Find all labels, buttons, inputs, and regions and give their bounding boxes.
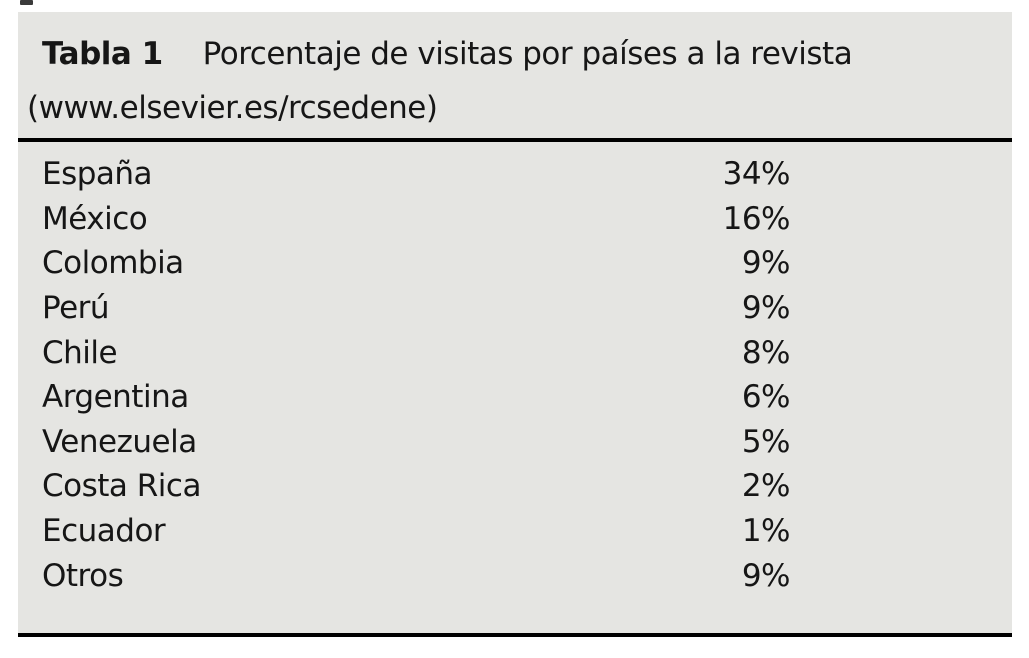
country-cell: España	[42, 156, 153, 193]
table-row: México 16%	[18, 197, 1012, 242]
caption-title: Porcentaje de visitas por países a la re…	[202, 36, 853, 72]
country-cell: Perú	[42, 290, 110, 327]
country-cell: Chile	[42, 334, 118, 371]
country-cell: Argentina	[42, 379, 189, 416]
table-row: Otros 9%	[18, 553, 1012, 598]
caption-line1: Tabla 1 Porcentaje de visitas por países …	[42, 36, 853, 72]
percent-cell: 1%	[741, 513, 791, 550]
table-row: Venezuela 5%	[18, 420, 1012, 465]
scan-artifact	[20, 0, 33, 5]
caption-label: Tabla 1	[42, 36, 163, 72]
percent-cell: 8%	[741, 334, 791, 371]
table-row: Perú 9%	[18, 286, 1012, 331]
percent-cell: 2%	[741, 468, 791, 505]
percent-cell: 34%	[722, 156, 791, 193]
table-row: Chile 8%	[18, 330, 1012, 375]
percent-cell: 9%	[741, 290, 791, 327]
country-cell: Otros	[42, 557, 124, 594]
table-row: España 34%	[18, 152, 1012, 197]
table-row: Ecuador 1%	[18, 509, 1012, 554]
country-cell: Colombia	[42, 245, 184, 282]
country-cell: México	[42, 200, 148, 237]
table-figure: Tabla 1 Porcentaje de visitas por países …	[18, 12, 1012, 637]
percent-cell: 9%	[741, 245, 791, 282]
table-row: Colombia 9%	[18, 241, 1012, 286]
country-cell: Venezuela	[42, 423, 197, 460]
percent-cell: 9%	[741, 557, 791, 594]
percent-cell: 6%	[741, 379, 791, 416]
caption-url: (www.elsevier.es/rcsedene)	[27, 90, 438, 126]
table-row: Costa Rica 2%	[18, 464, 1012, 509]
percent-cell: 16%	[722, 200, 791, 237]
table-row: Argentina 6%	[18, 375, 1012, 420]
percent-cell: 5%	[741, 423, 791, 460]
country-cell: Ecuador	[42, 513, 166, 550]
table-body: España 34% México 16% Colombia 9% Perú 9…	[18, 142, 1012, 598]
table-caption: Tabla 1 Porcentaje de visitas por países …	[18, 12, 1012, 142]
country-cell: Costa Rica	[42, 468, 201, 505]
